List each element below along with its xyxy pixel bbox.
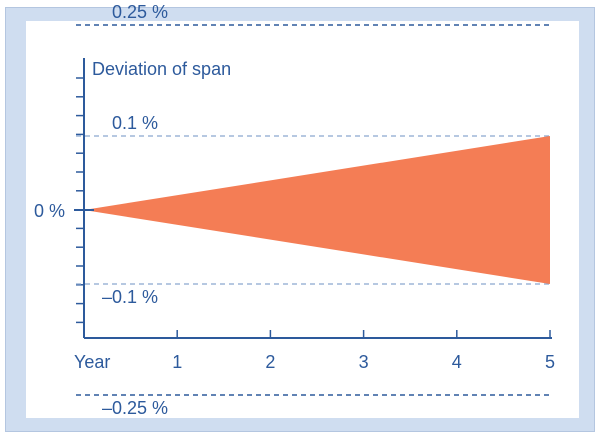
zero-percent-label: 0 %	[34, 201, 65, 221]
deviation-band-area	[84, 136, 550, 284]
reference-lines: 0.25 % 0.1 % –0.1 % –0.25 %	[76, 2, 552, 418]
reference-line-label: –0.25 %	[102, 398, 168, 418]
reference-line-label: –0.1 %	[102, 287, 158, 307]
reference-line-label: 0.25 %	[112, 2, 168, 22]
x-axis-ticks: 1 2 3 4 5	[172, 330, 555, 372]
y-axis-minor-ticks	[76, 77, 84, 324]
x-tick-label: 3	[359, 352, 369, 372]
x-tick-label: 4	[452, 352, 462, 372]
y-axis-title: Deviation of span	[92, 59, 231, 79]
x-tick-label: 2	[265, 352, 275, 372]
x-axis-title: Year	[74, 352, 110, 372]
reference-line-label: 0.1 %	[112, 113, 158, 133]
x-tick-label: 5	[545, 352, 555, 372]
x-tick-label: 1	[172, 352, 182, 372]
